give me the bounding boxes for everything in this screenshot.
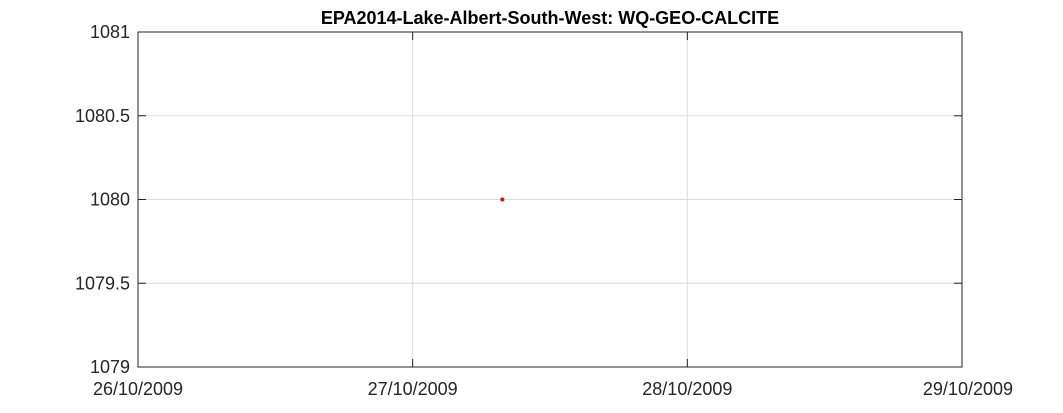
y-tick-label: 1080 (90, 190, 130, 210)
y-tick-labels: 1081 1080.5 1080 1079.5 1079 (75, 22, 130, 377)
y-tick-label: 1079.5 (75, 273, 130, 293)
x-tick-label: 28/10/2009 (642, 379, 732, 399)
x-tick-labels: 26/10/2009 27/10/2009 28/10/2009 29/10/2009 (93, 379, 1013, 399)
chart-title: EPA2014-Lake-Albert-South-West: WQ-GEO-C… (321, 8, 779, 28)
x-tick-label: 27/10/2009 (368, 379, 458, 399)
data-points (500, 197, 505, 202)
y-tick-label: 1079 (90, 357, 130, 377)
data-point (500, 197, 505, 202)
grid (137, 31, 963, 368)
axis-ticks (137, 31, 963, 368)
x-tick-label: 29/10/2009 (923, 379, 1013, 399)
y-tick-label: 1081 (90, 22, 130, 42)
x-tick-label: 26/10/2009 (93, 379, 183, 399)
y-tick-label: 1080.5 (75, 106, 130, 126)
